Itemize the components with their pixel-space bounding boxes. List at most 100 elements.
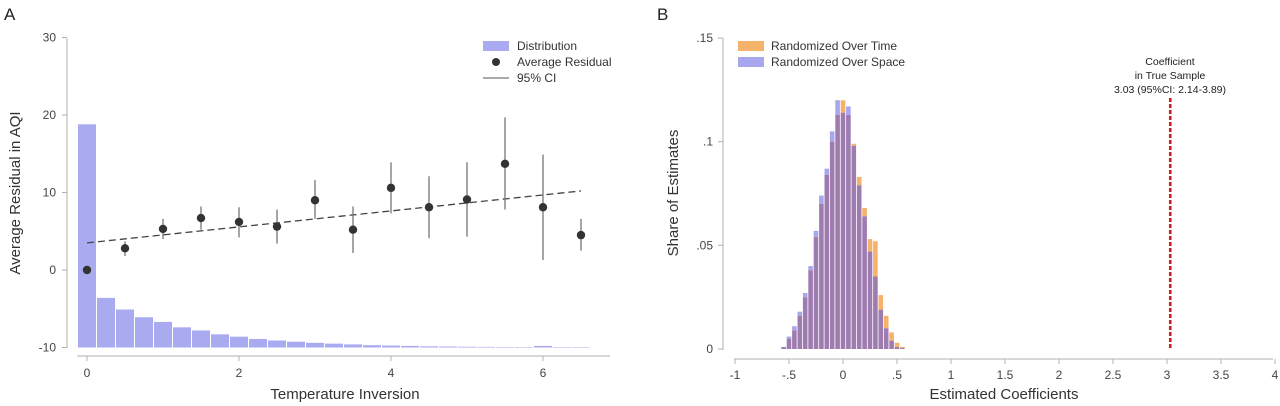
legend-label-average-residual: Average Residual bbox=[517, 55, 612, 69]
residual-point bbox=[500, 159, 510, 169]
x-tick-label: 0 bbox=[84, 366, 91, 380]
histogram-bar-excess bbox=[797, 311, 803, 316]
y-tick-label: .1 bbox=[703, 135, 713, 149]
histogram-bar-overlap bbox=[889, 340, 894, 349]
histogram-bar-excess bbox=[867, 239, 873, 252]
histogram-bar-excess bbox=[883, 315, 889, 329]
histogram-bar-overlap bbox=[851, 145, 857, 349]
distribution-bar bbox=[496, 346, 514, 348]
distribution-bar bbox=[116, 309, 134, 348]
histogram-bar-excess bbox=[829, 131, 835, 142]
distribution-bar bbox=[287, 341, 305, 348]
distribution-bar bbox=[78, 124, 96, 348]
histogram-bar-excess bbox=[889, 332, 894, 341]
histogram-bar-overlap bbox=[878, 309, 884, 349]
distribution-bar bbox=[458, 346, 476, 348]
distribution-bar bbox=[249, 338, 267, 348]
x-tick-label: -.5 bbox=[782, 368, 796, 382]
y-tick-label: 0 bbox=[706, 342, 713, 356]
residual-point bbox=[386, 183, 396, 193]
y-tick-label: 0 bbox=[49, 263, 56, 277]
panel-b-x-axis-label: Estimated Coefficients bbox=[930, 386, 1079, 403]
annotation-line-1: Coefficient bbox=[1145, 56, 1195, 68]
residual-point bbox=[82, 265, 92, 275]
histogram-bar-excess bbox=[824, 168, 830, 175]
y-tick-label: -10 bbox=[39, 341, 57, 355]
histogram-bar-excess bbox=[808, 266, 813, 271]
histogram-bar-overlap bbox=[856, 185, 862, 349]
legend-label-ci: 95% CI bbox=[517, 71, 556, 85]
histogram-bar-overlap bbox=[824, 174, 830, 349]
panel-b-x-ticks: -1 -.5 0 .5 1 1.5 2 2.5 3 3.5 4 bbox=[730, 359, 1279, 382]
histogram-bar-overlap bbox=[802, 297, 808, 349]
x-tick-label: 3.5 bbox=[1213, 368, 1230, 382]
histogram-bar-overlap bbox=[792, 330, 797, 349]
histogram-bar-overlap bbox=[797, 315, 803, 349]
histogram-bar-overlap bbox=[867, 251, 873, 349]
panel-b-legend: Randomized Over Time Randomized Over Spa… bbox=[738, 39, 905, 69]
x-tick-label: 2 bbox=[236, 366, 243, 380]
annotation-line-2: in True Sample bbox=[1135, 70, 1206, 82]
distribution-bar bbox=[154, 321, 172, 348]
x-tick-label: -1 bbox=[730, 368, 741, 382]
y-tick-label: 10 bbox=[43, 186, 57, 200]
histogram-bar-excess bbox=[900, 346, 905, 348]
panel-a-y-axis-label: Average Residual in AQI bbox=[7, 111, 24, 274]
x-tick-label: 2 bbox=[1056, 368, 1063, 382]
distribution-bar bbox=[211, 334, 229, 348]
panel-b-chart: 0 .05 .1 .15 -1 -.5 0 .5 1 1.5 2 2.5 3 3.5 4 Coeffici… bbox=[665, 31, 1279, 403]
distribution-bar bbox=[572, 347, 590, 348]
fit-line-group bbox=[86, 190, 582, 244]
fit-line bbox=[86, 190, 582, 244]
x-tick-label: 0 bbox=[840, 368, 847, 382]
residual-point bbox=[348, 225, 358, 234]
distribution-bar bbox=[173, 327, 191, 348]
annotation-line-3: 3.03 (95%CI: 2.14-3.89) bbox=[1114, 84, 1226, 96]
histogram-bar-overlap bbox=[835, 114, 840, 349]
distribution-bar bbox=[439, 346, 457, 348]
x-tick-label: 3 bbox=[1164, 368, 1171, 382]
histogram-bar-excess bbox=[786, 336, 792, 339]
legend-swatch-time bbox=[738, 41, 764, 51]
distribution-bar bbox=[268, 340, 286, 348]
histogram-bar-excess bbox=[878, 295, 884, 310]
histogram-bar-overlap bbox=[883, 328, 889, 349]
distribution-bar bbox=[382, 345, 400, 348]
histogram-bar-excess bbox=[835, 100, 840, 115]
x-tick-label: 1.5 bbox=[997, 368, 1014, 382]
distribution-bar bbox=[344, 344, 362, 348]
histogram-bar-excess bbox=[840, 100, 846, 113]
histogram-bar-overlap bbox=[840, 112, 846, 349]
histogram-bar-overlap bbox=[873, 276, 878, 349]
residual-point bbox=[272, 222, 282, 231]
histogram-bar-overlap bbox=[786, 338, 792, 349]
y-tick-label: 20 bbox=[43, 108, 57, 122]
distribution-bar bbox=[363, 345, 381, 348]
residual-point bbox=[196, 213, 206, 223]
x-tick-label: 6 bbox=[540, 366, 547, 380]
histogram-bar-excess bbox=[862, 208, 867, 217]
distribution-bar bbox=[477, 346, 495, 348]
panel-b-label: B bbox=[657, 5, 668, 24]
histogram-bar-excess bbox=[894, 342, 900, 347]
distribution-bars bbox=[78, 124, 590, 348]
histogram-bars bbox=[781, 100, 905, 349]
histogram-bar-overlap bbox=[900, 347, 905, 349]
legend-label-time: Randomized Over Time bbox=[771, 39, 897, 53]
residual-point bbox=[462, 195, 472, 204]
histogram-bar-excess bbox=[819, 195, 824, 204]
residual-point bbox=[310, 196, 320, 205]
distribution-bar bbox=[135, 317, 153, 348]
histogram-bar-overlap bbox=[829, 141, 835, 349]
histogram-bar-excess bbox=[846, 106, 851, 115]
residual-point bbox=[538, 203, 548, 212]
distribution-bar bbox=[420, 346, 438, 348]
histogram-bar-overlap bbox=[819, 203, 824, 349]
panel-b-y-ticks: 0 .05 .1 .15 bbox=[696, 31, 723, 356]
legend-swatch-distribution bbox=[483, 41, 509, 51]
histogram-bar-excess bbox=[802, 293, 808, 298]
histogram-bar-overlap bbox=[808, 270, 813, 349]
histogram-bar-overlap bbox=[813, 237, 819, 349]
x-tick-label: 1 bbox=[948, 368, 955, 382]
